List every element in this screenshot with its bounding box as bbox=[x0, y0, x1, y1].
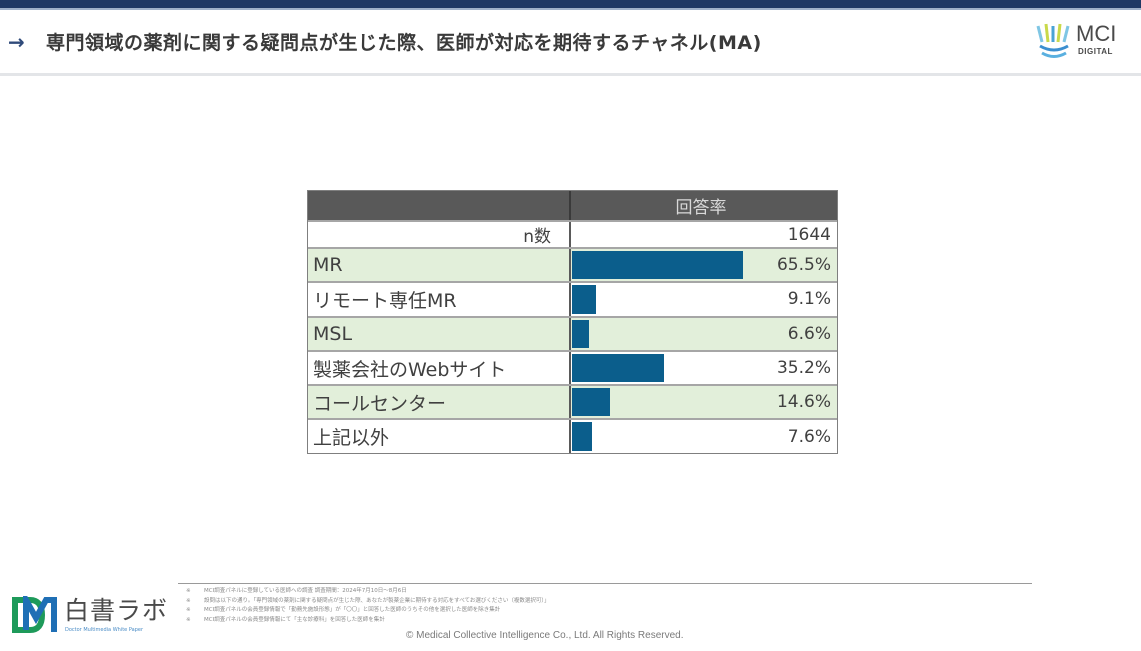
mci-logo-mark-icon bbox=[1036, 23, 1070, 58]
copyright: © Medical Collective Intelligence Co., L… bbox=[406, 630, 684, 641]
hakusho-logo-mark-icon bbox=[12, 588, 57, 633]
row-value-cell: 14.6% bbox=[571, 386, 837, 418]
hakusho-labo-logo: 白書ラボ Doctor Multimedia White Paper bbox=[12, 588, 172, 638]
mci-digital-logo: MCI DIGITAL bbox=[1034, 20, 1138, 64]
data-bar bbox=[572, 285, 596, 314]
header-label-cell bbox=[308, 191, 571, 220]
data-bar bbox=[572, 422, 592, 451]
hakusho-logo-subtitle: Doctor Multimedia White Paper bbox=[65, 627, 143, 633]
footnote: ※ MCI調査パネルに登録している医師への調査 調査期間：2024年7月10日～8… bbox=[186, 588, 407, 594]
row-label: 製薬会社のWebサイト bbox=[308, 351, 571, 385]
n-count-value: 1644 bbox=[787, 224, 831, 245]
arrow-right-icon: → bbox=[8, 30, 25, 54]
row-value: 6.6% bbox=[787, 323, 831, 344]
header-response-rate: 回答率 bbox=[675, 198, 727, 218]
row-value-cell: 9.1% bbox=[571, 283, 837, 315]
title-bar bbox=[0, 10, 1141, 74]
row-label: 上記以外 bbox=[308, 420, 571, 453]
page-title: 専門領域の薬剤に関する疑問点が生じた際、医師が対応を期待するチャネル(MA) bbox=[46, 32, 762, 54]
row-label: リモート専任MR bbox=[308, 283, 571, 316]
table-row: 製薬会社のWebサイト 35.2% bbox=[308, 349, 837, 385]
table-row: MR 65.5% bbox=[308, 247, 837, 282]
title-divider bbox=[0, 73, 1141, 76]
row-value-cell: 35.2% bbox=[571, 352, 837, 384]
row-label: MR bbox=[308, 249, 571, 282]
data-bar bbox=[572, 319, 589, 348]
footnote: ※ 設問は以下の通り。「専門領域の薬剤に関する疑問点が生じた際、あなたが製薬企業に… bbox=[186, 597, 550, 604]
data-bar bbox=[572, 388, 610, 417]
n-count-row: n数 1644 bbox=[308, 220, 837, 247]
row-label: コールセンター bbox=[308, 386, 571, 419]
row-value-cell: 7.6% bbox=[571, 420, 837, 452]
row-value: 7.6% bbox=[787, 426, 831, 447]
table-row: リモート専任MR 9.1% bbox=[308, 281, 837, 316]
table-row: MSL 6.6% bbox=[308, 315, 837, 350]
row-label: MSL bbox=[308, 317, 571, 350]
footnotes: ※ MCI調査パネルに登録している医師への調査 調査期間：2024年7月10日～8… bbox=[186, 587, 550, 625]
data-bar bbox=[572, 251, 743, 280]
footnote: ※ MCI調査パネルの会員登録情報にて「主な診療科」を回答した医師を集計 bbox=[186, 616, 385, 623]
mci-logo-text: MCI bbox=[1076, 21, 1117, 46]
footer-divider bbox=[178, 583, 1032, 584]
row-value: 35.2% bbox=[776, 358, 831, 379]
row-value-cell: 65.5% bbox=[571, 249, 837, 281]
table-header-row: 回答率 bbox=[308, 191, 837, 220]
table-row: コールセンター 14.6% bbox=[308, 384, 837, 419]
table-row: 上記以外 7.6% bbox=[308, 418, 837, 453]
row-value: 65.5% bbox=[776, 255, 831, 276]
row-value: 14.6% bbox=[776, 392, 831, 413]
top-accent-bar bbox=[0, 0, 1141, 10]
response-rate-table: 回答率 n数 1644 MR 65.5% リモート専任MR 9.1% MSL 6… bbox=[307, 190, 838, 454]
footnote: ※ MCI調査パネルの会員登録情報で「勤務先施設形態」が「〇〇」と回答した医師のう… bbox=[186, 607, 501, 613]
mci-logo-subtitle: DIGITAL bbox=[1078, 47, 1113, 56]
data-bar bbox=[572, 353, 664, 383]
hakusho-logo-text: 白書ラボ bbox=[64, 596, 169, 625]
n-count-label: n数 bbox=[308, 222, 571, 247]
row-value-cell: 6.6% bbox=[571, 318, 837, 350]
row-value: 9.1% bbox=[787, 289, 831, 310]
